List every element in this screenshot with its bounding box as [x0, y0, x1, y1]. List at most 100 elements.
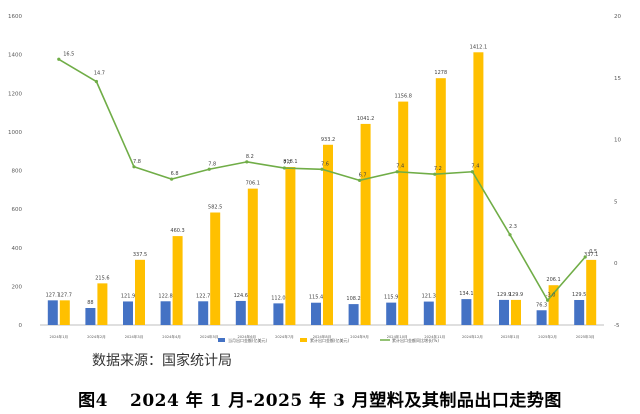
y-left-tick-label: 1400 — [8, 53, 22, 59]
growth-label: 7.7 — [283, 160, 291, 166]
growth-label: 7.4 — [396, 164, 404, 170]
x-tick-label: 2024年12月 — [462, 334, 483, 339]
growth-label: 7.2 — [434, 166, 442, 172]
y-left-tick-label: 0 — [19, 323, 23, 329]
legend-swatch — [300, 338, 307, 342]
x-tick-label: 2024年9月 — [350, 334, 369, 339]
bar-monthly-label: 76.3 — [536, 302, 547, 308]
growth-label: 16.5 — [63, 51, 74, 57]
growth-label: 8.2 — [246, 154, 254, 160]
y-right-tick-label: 5 — [614, 199, 618, 205]
bar-monthly-export — [235, 300, 246, 325]
bar-monthly-export — [47, 300, 58, 325]
x-tick-label: 2025年3月 — [576, 334, 595, 339]
bar-cumulative-label: 215.6 — [95, 275, 109, 281]
growth-point — [508, 233, 512, 237]
bar-cumulative-export — [247, 188, 258, 325]
y-left-tick-label: 1200 — [8, 91, 22, 97]
growth-label: 6.8 — [171, 171, 179, 177]
bar-cumulative-label: 818.1 — [283, 159, 297, 165]
growth-point — [546, 298, 550, 302]
growth-point — [282, 166, 286, 170]
bar-monthly-export — [536, 310, 547, 325]
bar-monthly-export — [198, 301, 209, 325]
x-tick-label: 2024年1月 — [49, 334, 68, 339]
y-right-tick-label: -5 — [614, 323, 620, 329]
bar-cumulative-export — [172, 236, 183, 325]
source-note: 数据来源：国家统计局 — [92, 353, 232, 369]
bar-cumulative-export — [210, 212, 221, 325]
bar-cumulative-export — [97, 283, 108, 325]
growth-point — [470, 170, 474, 174]
bar-cumulative-export — [285, 167, 296, 325]
bar-cumulative-label: 460.3 — [170, 228, 184, 234]
bar-monthly-label: 134.1 — [459, 291, 473, 297]
figure-title: 2024 年 1 月-2025 年 3 月塑料及其制品出口走势图 — [129, 391, 562, 411]
bar-cumulative-label: 129.9 — [509, 292, 523, 298]
bar-monthly-label: 127.7 — [46, 292, 60, 298]
bar-monthly-label: 129.9 — [497, 292, 511, 298]
bar-cumulative-label: 706.1 — [246, 181, 260, 187]
y-left-tick-label: 400 — [12, 246, 23, 252]
bar-monthly-label: 112.0 — [271, 295, 285, 301]
y-left-tick-label: 200 — [12, 284, 23, 290]
growth-point — [245, 160, 249, 164]
bar-monthly-export — [386, 302, 397, 325]
bar-monthly-label: 122.8 — [158, 293, 172, 299]
bar-cumulative-label: 337.5 — [133, 252, 147, 258]
bar-cumulative-label: 1156.8 — [394, 94, 412, 100]
bar-cumulative-label: 933.2 — [321, 137, 335, 143]
bar-cumulative-label: 337.1 — [584, 252, 598, 258]
x-tick-label: 2024年3月 — [125, 334, 144, 339]
bar-cumulative-export — [59, 300, 70, 325]
bar-monthly-label: 121.3 — [422, 294, 436, 300]
legend-label: 累计出口金额(亿美元) — [310, 337, 350, 343]
growth-label: -3.0 — [546, 292, 556, 298]
bar-monthly-export — [499, 299, 509, 325]
bar-cumulative-export — [135, 259, 145, 325]
x-tick-label: 2024年6月 — [237, 334, 256, 339]
x-tick-label: 2024年10月 — [387, 334, 408, 339]
bar-monthly-export — [85, 308, 96, 325]
bar-cumulative-label: 206.1 — [546, 277, 560, 283]
growth-point — [320, 167, 324, 171]
bar-cumulative-label: 582.5 — [208, 205, 222, 211]
bar-cumulative-label: 127.7 — [58, 292, 72, 298]
legend-label: 当月出口金额(亿美元) — [228, 337, 268, 343]
y-right-tick-label: 10 — [614, 138, 621, 144]
bar-monthly-label: 129.5 — [572, 292, 586, 298]
bar-monthly-export — [273, 303, 284, 325]
bar-cumulative-export — [360, 123, 371, 326]
x-tick-label: 2024年11月 — [424, 334, 445, 339]
bar-cumulative-label: 1278 — [434, 70, 447, 76]
y-left-tick-label: 600 — [12, 207, 23, 213]
growth-point — [94, 79, 98, 84]
growth-point — [433, 172, 437, 176]
bar-cumulative-export — [548, 285, 559, 325]
y-right-tick-label: 0 — [614, 261, 618, 267]
bar-monthly-export — [311, 302, 321, 325]
growth-label: 6.7 — [359, 172, 367, 178]
growth-point — [583, 255, 587, 259]
bar-monthly-label: 121.9 — [121, 293, 135, 299]
bar-monthly-export — [461, 299, 472, 325]
growth-label: 7.4 — [471, 164, 479, 170]
y-right-tick-label: 20 — [614, 14, 621, 20]
y-left-tick-label: 1600 — [8, 14, 22, 20]
y-left-tick-label: 800 — [12, 169, 23, 175]
growth-point — [57, 57, 61, 61]
growth-point — [170, 177, 174, 181]
growth-label: 2.3 — [509, 224, 517, 230]
growth-label: 7.8 — [208, 161, 216, 167]
bar-cumulative-export — [435, 78, 446, 325]
growth-point — [395, 170, 399, 174]
x-tick-label: 2024年4月 — [162, 334, 181, 339]
chart: 0 200 400 600 800 1000 1200 1400 1600 -5 0 5 10 15 20 1… — [8, 14, 621, 343]
y-left-tick-label: 1000 — [8, 130, 22, 136]
x-tick-label: 2024年5月 — [200, 334, 219, 339]
bar-monthly-export — [123, 301, 133, 325]
figure-number: 图4 — [78, 391, 108, 411]
x-tick-label: 2025年1月 — [501, 334, 520, 339]
bar-monthly-export — [423, 301, 434, 325]
bar-cumulative-export — [586, 259, 597, 325]
